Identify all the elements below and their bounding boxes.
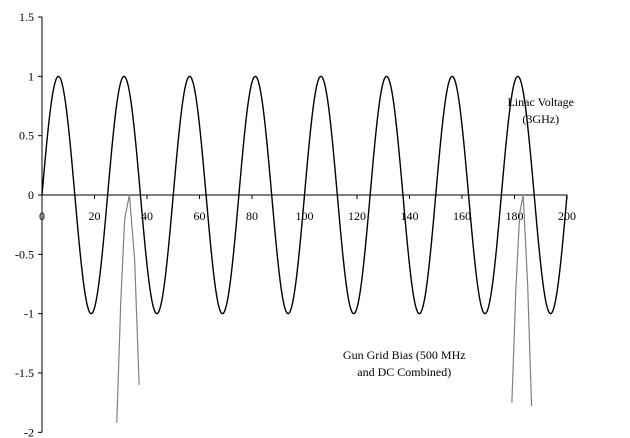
- x-tick-label: 180: [506, 209, 524, 223]
- annotation-line: Gun Grid Bias (500 MHz: [343, 348, 466, 362]
- x-tick-label: 20: [89, 209, 101, 223]
- annotation-line: (3GHz): [522, 112, 559, 126]
- annotation-label: Gun Grid Bias (500 MHz and DC Combined): [343, 348, 466, 379]
- x-tick-label: 80: [246, 209, 258, 223]
- series-layer: [41, 75, 568, 423]
- series-line-gun-grid-bias-pulse: [511, 194, 533, 407]
- y-tick-label: -0.5: [15, 247, 34, 261]
- x-tick-label: 100: [296, 209, 314, 223]
- x-tick-label: 0: [39, 209, 45, 223]
- x-tick-label: 200: [558, 209, 576, 223]
- annotation-line: and DC Combined): [357, 365, 451, 379]
- y-tick-label: 0: [28, 188, 34, 202]
- annotations: Linac Voltage (3GHz) Gun Grid Bias (500 MH…: [343, 95, 574, 379]
- annotation-label: Linac Voltage (3GHz): [507, 95, 574, 126]
- y-tick-label: 1: [28, 69, 34, 83]
- x-tick-label: 140: [401, 209, 419, 223]
- x-tick-label: 40: [141, 209, 153, 223]
- y-tick-label: -1: [24, 307, 34, 321]
- x-tick-label: 160: [453, 209, 471, 223]
- axes: [41, 17, 567, 433]
- y-tick-label: -2: [24, 425, 34, 438]
- y-tick-label: 1.5: [19, 10, 34, 24]
- x-tick-label: 60: [194, 209, 206, 223]
- ticks: 1.5 1 0.5 0 -0.5 -1 -1.5 -2 0 20 40 60 80 100 120 140 16…: [15, 10, 576, 438]
- series-line-linac-voltage: [41, 75, 568, 315]
- annotation-line: Linac Voltage: [507, 95, 574, 109]
- x-tick-label: 120: [348, 209, 366, 223]
- y-tick-label: -1.5: [15, 366, 34, 380]
- series-line-gun-grid-bias-pulse: [116, 194, 140, 423]
- y-tick-label: 0.5: [19, 129, 34, 143]
